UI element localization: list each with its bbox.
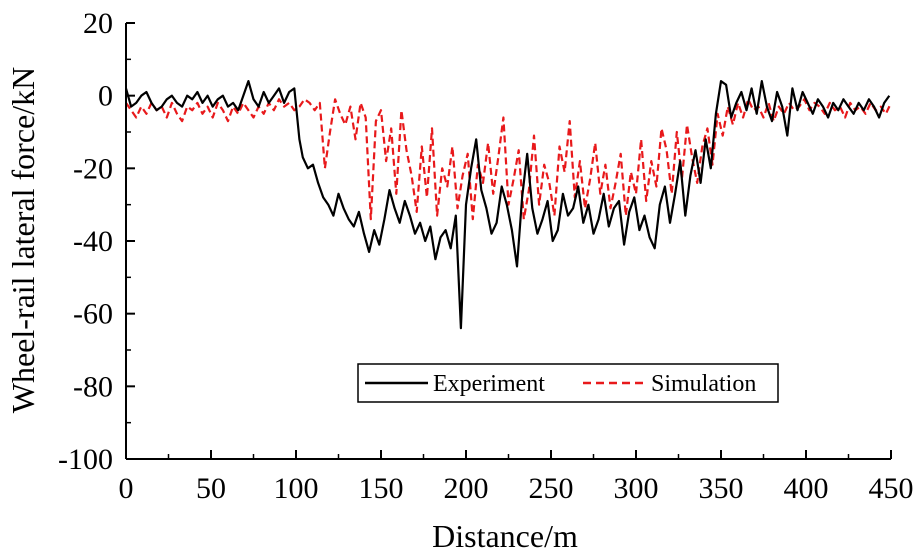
y-tick-label: -80 [73,370,113,403]
x-tick-label: 350 [699,472,744,505]
x-tick-label: 300 [614,472,659,505]
y-tick-label: 20 [83,7,113,40]
y-ticks: 20 0 -20 -40 -60 -80 -100 [58,7,135,476]
x-tick-label: 450 [869,472,914,505]
x-tick-label: 250 [529,472,574,505]
y-axis-title: Wheel-rail lateral force/kN [5,67,41,413]
series-line-experiment [124,79,891,330]
x-tick-label: 150 [359,472,404,505]
y-tick-label: -20 [73,152,113,185]
legend: Experiment Simulation [357,363,779,403]
legend-label-simulation: Simulation [651,371,756,397]
plot-lines [124,79,892,330]
legend-label-experiment: Experiment [433,371,545,397]
x-tick-label: 200 [444,472,489,505]
x-tick-label: 100 [274,472,319,505]
series-line-simulation [125,98,892,221]
x-ticks: 0 50 100 150 200 250 300 350 400 450 [119,450,914,505]
y-tick-label: -100 [58,443,113,476]
x-axis-title: Distance/m [432,518,578,554]
x-tick-label: 400 [784,472,829,505]
y-tick-label: -60 [73,298,113,331]
y-tick-label: -40 [73,225,113,258]
x-tick-label: 0 [119,472,134,505]
y-tick-label: 0 [98,80,113,113]
x-tick-label: 50 [196,472,226,505]
